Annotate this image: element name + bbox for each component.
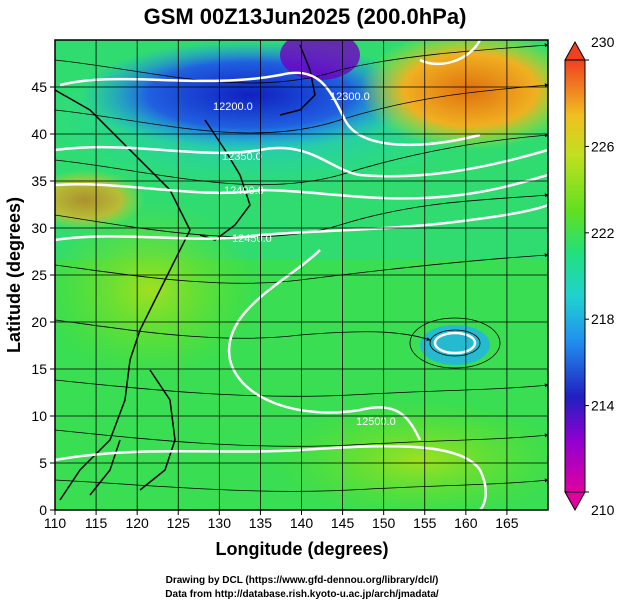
- x-tick-label: 140: [290, 515, 314, 531]
- x-tick-label: 150: [372, 515, 396, 531]
- y-tick-label: 40: [31, 126, 47, 142]
- contour-labels: 12200.0 12300.0 12350.0 12400.0 12450.0 …: [213, 91, 396, 428]
- y-tick-label: 10: [31, 408, 47, 424]
- colorbar-tick-label: 218: [591, 311, 615, 327]
- contour-label: 12450.0: [232, 233, 272, 245]
- y-tick-label: 35: [31, 173, 47, 189]
- x-tick-label: 165: [495, 515, 519, 531]
- contour-label: 12200.0: [213, 101, 253, 113]
- colorbar-top-arrow: [564, 40, 586, 61]
- contour-label: 12350.0: [222, 151, 262, 163]
- x-axis-ticks: 110 115 120 125 130 135 140 145 150 155 160 165: [44, 510, 519, 531]
- x-tick-label: 130: [208, 515, 232, 531]
- y-tick-label: 20: [31, 314, 47, 330]
- contour-label: 12500.0: [356, 416, 396, 428]
- colorbar-bottom-arrow: [564, 491, 586, 512]
- coastlines: [55, 44, 316, 501]
- grid: [55, 40, 548, 510]
- colorbar-tick-label: 222: [591, 225, 615, 241]
- x-tick-label: 135: [249, 515, 273, 531]
- streamlines: [55, 43, 548, 492]
- colorbar-tick-label: 214: [591, 398, 615, 414]
- contour-lines: [55, 40, 548, 510]
- contour-label: 12400.0: [224, 185, 264, 197]
- x-tick-label: 160: [454, 515, 478, 531]
- colorbar-tick-label: 226: [591, 138, 615, 154]
- x-tick-label: 120: [125, 515, 149, 531]
- colorbar-tick-label: 230: [591, 34, 615, 50]
- y-tick-label: 25: [31, 267, 47, 283]
- y-tick-label: 0: [39, 502, 47, 518]
- colorbar-tick-label: 210: [591, 502, 615, 518]
- x-axis-label: Longitude (degrees): [215, 539, 388, 559]
- x-tick-label: 125: [167, 515, 191, 531]
- y-axis-ticks: 0 5 10 15 20 25 30 35 40 45: [31, 79, 55, 518]
- credit-line-2: Data from http://database.rish.kyoto-u.a…: [165, 589, 439, 600]
- x-tick-label: 155: [413, 515, 437, 531]
- x-tick-label: 145: [331, 515, 355, 531]
- y-tick-label: 45: [31, 79, 47, 95]
- colorbar-ticks: 210 214 218 222 226 230: [585, 34, 615, 518]
- x-tick-label: 115: [85, 515, 108, 531]
- x-tick-label: 110: [44, 515, 67, 531]
- colorbar: 210 214 218 222 226 230: [564, 34, 615, 518]
- y-tick-label: 5: [39, 455, 47, 471]
- credit-line-1: Drawing by DCL (https://www.gfd-dennou.o…: [166, 575, 439, 586]
- contour-label: 12300.0: [330, 91, 370, 103]
- y-tick-label: 30: [31, 220, 47, 236]
- colorbar-body: [564, 59, 586, 493]
- chart-title: GSM 00Z13Jun2025 (200.0hPa): [144, 4, 467, 29]
- y-axis-label: Latitude (degrees): [4, 197, 24, 353]
- y-tick-label: 15: [31, 361, 47, 377]
